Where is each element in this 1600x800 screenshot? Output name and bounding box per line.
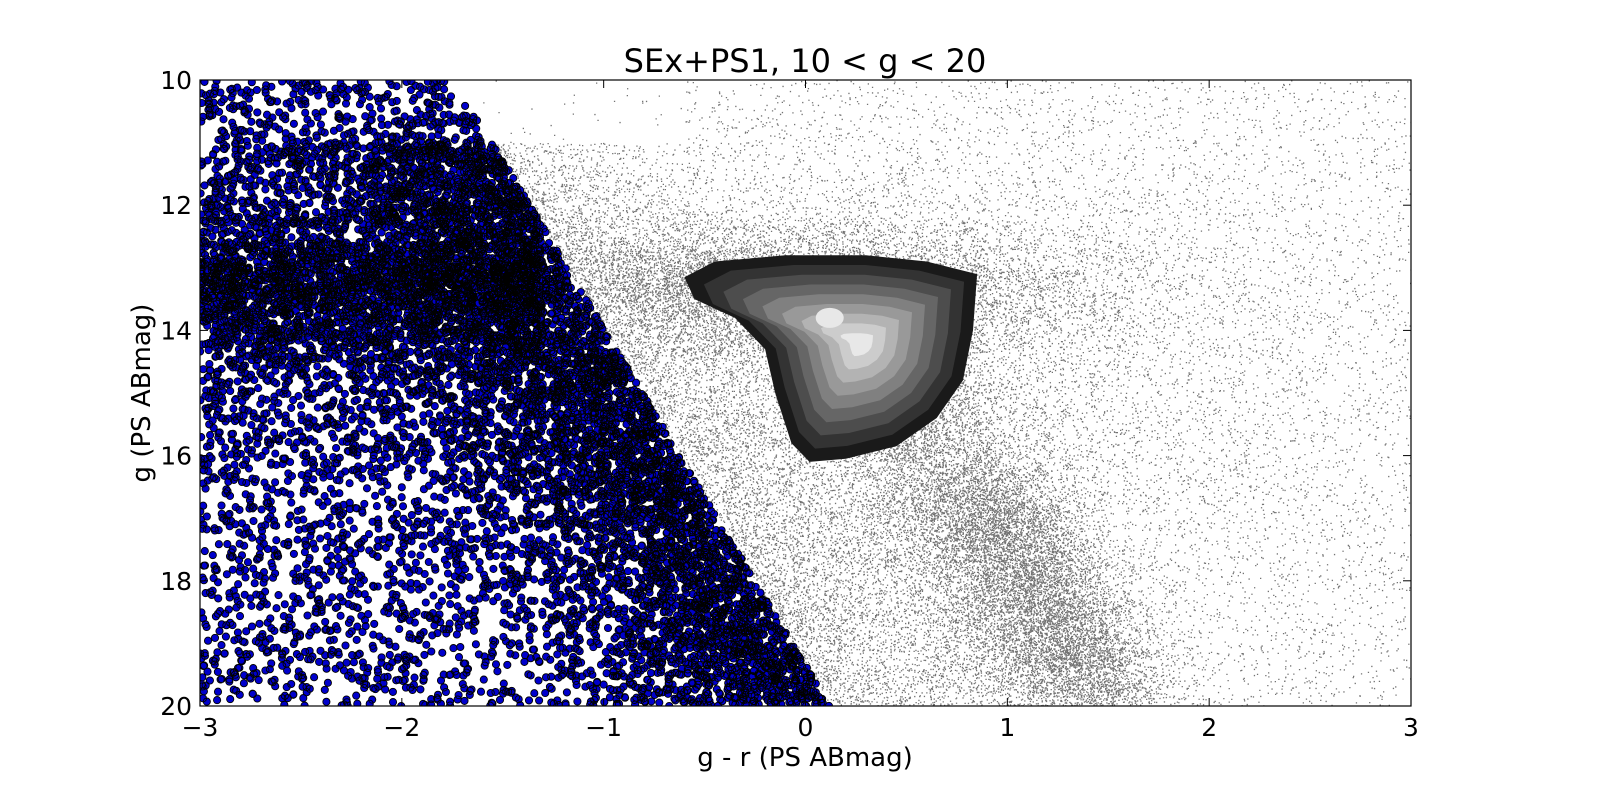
- chart-title: SEx+PS1, 10 < g < 20: [624, 42, 987, 80]
- x-tick-label: −1: [585, 713, 622, 742]
- x-tick-label: 1: [999, 713, 1015, 742]
- y-tick-label: 12: [160, 191, 192, 220]
- x-tick-label: −2: [383, 713, 420, 742]
- x-tick-label: 2: [1201, 713, 1217, 742]
- y-tick-label: 20: [160, 692, 192, 721]
- y-axis-label: g (PS ABmag): [127, 304, 157, 483]
- x-axis-label: g - r (PS ABmag): [697, 743, 913, 773]
- y-tick-label: 18: [160, 567, 192, 596]
- y-tick-label: 16: [160, 442, 192, 471]
- y-tick-label: 10: [160, 66, 192, 95]
- x-tick-label: 3: [1403, 713, 1419, 742]
- contour-secondary-peak: [816, 308, 844, 328]
- y-tick-label: 14: [160, 316, 192, 345]
- x-tick-label: 0: [798, 713, 814, 742]
